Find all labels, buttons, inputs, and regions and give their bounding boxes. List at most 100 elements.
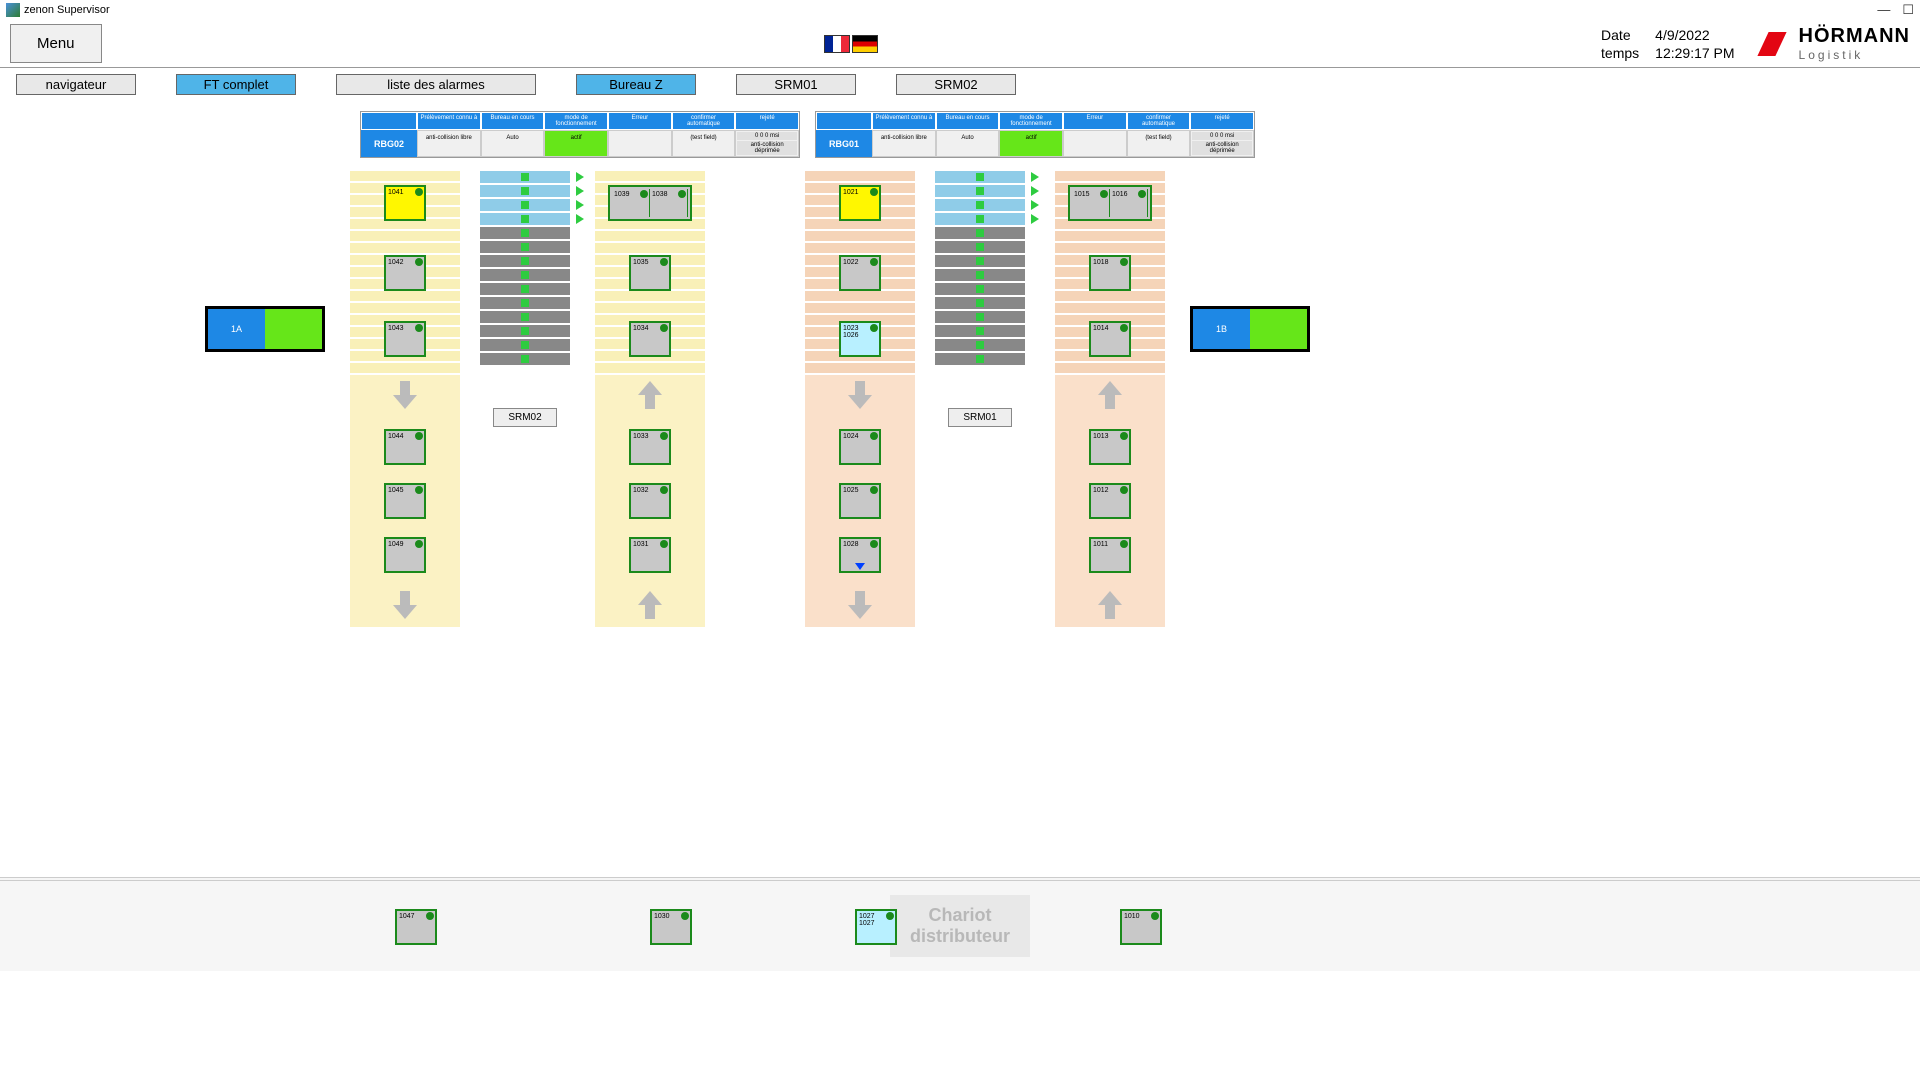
conveyor-row	[935, 297, 1025, 309]
station-1b-status	[1250, 309, 1307, 349]
station-1b-label: 1B	[1193, 309, 1250, 349]
status-dot-icon	[870, 540, 878, 548]
status-dot-icon	[660, 324, 668, 332]
rbg-col-3: Erreur	[1063, 112, 1127, 130]
conveyor-row	[480, 241, 570, 253]
conveyor-dot-icon	[521, 313, 529, 321]
pallet-1043[interactable]: 1043	[384, 321, 426, 357]
belt-pallet-1010[interactable]: 1010	[1120, 909, 1162, 945]
pallet-1034[interactable]: 1034	[629, 321, 671, 357]
logo-sub: Logistik	[1799, 48, 1910, 62]
maximize-icon[interactable]: ☐	[1902, 2, 1914, 18]
belt-pallet-1027[interactable]: 10271027	[855, 909, 897, 945]
rbg-col-1: Bureau en cours	[936, 112, 1000, 130]
status-dot-icon	[660, 540, 668, 548]
flag-de-icon[interactable]	[852, 35, 878, 53]
pallet-1012[interactable]: 1012	[1089, 483, 1131, 519]
conveyor-tri-icon	[1031, 214, 1039, 224]
station-1b[interactable]: 1B	[1190, 306, 1310, 352]
conveyor-row	[480, 199, 570, 211]
triangle-down-icon	[855, 563, 865, 570]
status-dot-icon	[426, 912, 434, 920]
rbg01-header: Prélèvement connu à Bureau en cours mode…	[815, 111, 1255, 158]
conveyor-dot-icon	[521, 285, 529, 293]
nav-srm02[interactable]: SRM02	[896, 74, 1016, 95]
pallet-1045[interactable]: 1045	[384, 483, 426, 519]
rbg01-id[interactable]: RBG01	[816, 130, 872, 157]
conveyor-dot-icon	[521, 173, 529, 181]
arrow-dn-icon	[848, 381, 872, 411]
minimize-icon[interactable]: —	[1877, 2, 1890, 18]
status-dot-icon	[415, 188, 423, 196]
conveyor-row	[935, 185, 1025, 197]
nav-srm01[interactable]: SRM01	[736, 74, 856, 95]
conveyor-row	[935, 241, 1025, 253]
pallet-1022[interactable]: 1022	[839, 255, 881, 291]
datetime-block: Date 4/9/2022 temps 12:29:17 PM	[1601, 27, 1735, 61]
conveyor-dot-icon	[521, 327, 529, 335]
conveyor-dot-icon	[976, 299, 984, 307]
pallet-1049[interactable]: 1049	[384, 537, 426, 573]
nav-navigateur[interactable]: navigateur	[16, 74, 136, 95]
rbg02-c1: Auto	[481, 130, 545, 157]
rbg02-c4: (test field)	[672, 130, 736, 157]
nav-liste-alarmes[interactable]: liste des alarmes	[336, 74, 536, 95]
conveyor-dot-icon	[521, 229, 529, 237]
belt-pallet-1047[interactable]: 1047	[395, 909, 437, 945]
conveyor-tri-icon	[576, 186, 584, 196]
nav-bureau-z[interactable]: Bureau Z	[576, 74, 696, 95]
pallet-1018[interactable]: 1018	[1089, 255, 1131, 291]
pallet-1044[interactable]: 1044	[384, 429, 426, 465]
pallet-1033[interactable]: 1033	[629, 429, 671, 465]
rack-lower: 1013 1012 1011	[1055, 375, 1165, 627]
pallet-1035[interactable]: 1035	[629, 255, 671, 291]
pallet-dbl[interactable]: 10391038	[608, 185, 692, 221]
rbg02-c2: actif	[544, 130, 608, 157]
pallet-1011[interactable]: 1011	[1089, 537, 1131, 573]
pallet-1021[interactable]: 1021	[839, 185, 881, 221]
conveyor-row	[935, 171, 1025, 183]
nav-ft-complet[interactable]: FT complet	[176, 74, 296, 95]
rbg-hdr-empty	[816, 112, 872, 130]
pallet-1031[interactable]: 1031	[629, 537, 671, 573]
pallet-1023[interactable]: 10231026	[839, 321, 881, 357]
pallet-1025[interactable]: 1025	[839, 483, 881, 519]
status-dot-icon	[1120, 540, 1128, 548]
pallet-1041[interactable]: 1041	[384, 185, 426, 221]
conveyor-tri-icon	[1031, 200, 1039, 210]
station-1a[interactable]: 1A	[205, 306, 325, 352]
conveyor-row	[480, 283, 570, 295]
pallet-1028[interactable]: 1028	[839, 537, 881, 573]
flag-fr-icon[interactable]	[824, 35, 850, 53]
srm-label-srm01[interactable]: SRM01	[948, 408, 1011, 427]
pallet-1013[interactable]: 1013	[1089, 429, 1131, 465]
status-dot-icon	[870, 432, 878, 440]
status-dot-icon	[415, 540, 423, 548]
conveyor-row	[935, 283, 1025, 295]
pallet-1014[interactable]: 1014	[1089, 321, 1131, 357]
status-dot-icon	[660, 258, 668, 266]
menu-button[interactable]: Menu	[10, 24, 102, 63]
rbg02-id[interactable]: RBG02	[361, 130, 417, 157]
rbg-col-0: Prélèvement connu à	[417, 112, 481, 130]
status-dot-icon	[1120, 324, 1128, 332]
pallet-1042[interactable]: 1042	[384, 255, 426, 291]
conveyor-row	[480, 227, 570, 239]
status-dot-icon	[1120, 486, 1128, 494]
pallet-dbl[interactable]: 10151016	[1068, 185, 1152, 221]
pallet-1032[interactable]: 1032	[629, 483, 671, 519]
conveyor-dot-icon	[521, 187, 529, 195]
rbg02-c5: 0 0 0 msianti-collision déprimée	[735, 130, 799, 157]
conveyor-row	[480, 185, 570, 197]
conveyor-row	[935, 311, 1025, 323]
conveyor-row	[480, 213, 570, 225]
conveyor-row	[480, 311, 570, 323]
conveyor-row	[935, 199, 1025, 211]
rbg-col-2: mode de fonctionnement	[999, 112, 1063, 130]
station-1a-status	[265, 309, 322, 349]
belt-pallet-1030[interactable]: 1030	[650, 909, 692, 945]
rack-lower: 1044 1045 1049	[350, 375, 460, 627]
pallet-1024[interactable]: 1024	[839, 429, 881, 465]
navbar: navigateur FT complet liste des alarmes …	[0, 68, 1920, 101]
srm-label-srm02[interactable]: SRM02	[493, 408, 556, 427]
